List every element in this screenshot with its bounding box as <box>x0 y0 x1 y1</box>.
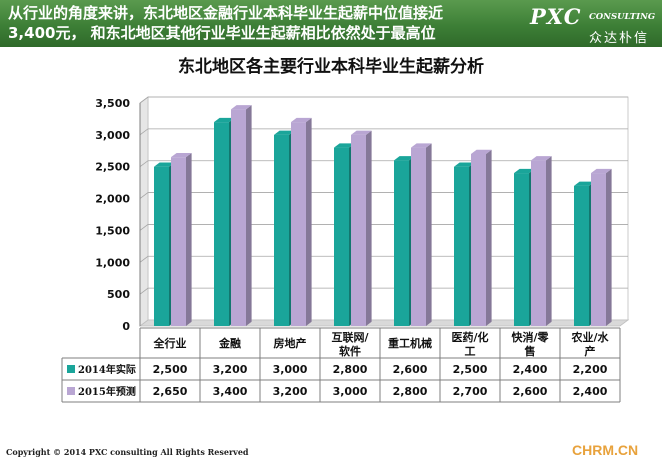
headline-line-2: 3,400元， 和东北地区其他行业毕业生起薪相比依然处于最高位 <box>8 24 436 42</box>
category-label: 售 <box>524 344 536 358</box>
plot-side-wall <box>139 96 149 327</box>
legend-label: 2015年预测 <box>78 385 136 398</box>
data-label: 2,600 <box>513 385 548 398</box>
bar <box>454 166 469 326</box>
bar-top <box>334 143 355 148</box>
bar-top <box>214 117 235 123</box>
bar-side <box>186 152 192 326</box>
y-tick-label: 2,000 <box>95 193 130 206</box>
bar <box>351 134 366 326</box>
logo-chinese: 众达朴信 <box>589 31 650 46</box>
bar-top <box>171 152 192 158</box>
gridline <box>139 128 628 136</box>
bar <box>411 147 426 326</box>
bar-top <box>274 130 295 135</box>
data-label: 3,000 <box>273 363 308 376</box>
legend-swatch <box>67 387 75 395</box>
category-label: 工 <box>465 345 476 358</box>
category-label: 软件 <box>339 344 361 358</box>
bar-top <box>291 117 312 123</box>
y-tick-label: 1,500 <box>95 224 130 237</box>
logo-consulting: CONSULTING <box>589 12 656 22</box>
legend-label: 2014年实际 <box>78 363 136 376</box>
bar-top <box>351 130 372 135</box>
bar-top <box>231 105 252 110</box>
bar-side <box>606 168 612 326</box>
legend-swatch <box>67 365 75 373</box>
headline-line-1: 从行业的角度来讲，东北地区金融行业本科毕业生起薪中位值接近 <box>8 4 444 22</box>
y-tick-label: 2,500 <box>95 161 130 174</box>
category-label: 农业/水 <box>570 330 609 344</box>
bar <box>334 147 349 326</box>
data-label: 2,700 <box>453 385 488 398</box>
y-tick-label: 3,000 <box>95 129 130 142</box>
data-label: 2,600 <box>393 363 428 376</box>
data-label: 3,000 <box>333 385 368 398</box>
data-label: 2,200 <box>573 363 608 376</box>
bar-side <box>426 143 432 326</box>
copyright: Copyright © 2014 PXC consulting All Righ… <box>6 447 249 457</box>
bar-side <box>546 156 552 326</box>
bar <box>394 160 409 326</box>
chart-title: 东北地区各主要行业本科毕业生起薪分析 <box>178 57 484 77</box>
y-tick-label: 3,500 <box>95 97 130 110</box>
category-label: 全行业 <box>153 336 187 350</box>
bar <box>531 160 546 326</box>
gridline <box>139 96 628 104</box>
data-label: 3,200 <box>273 385 308 398</box>
bar-top <box>154 162 175 167</box>
bar-top <box>471 149 492 154</box>
data-label: 3,200 <box>213 363 248 376</box>
bar-top <box>411 143 432 148</box>
bar-top <box>454 162 475 167</box>
bar-top <box>514 168 535 174</box>
y-tick-label: 0 <box>122 320 130 333</box>
data-label: 2,400 <box>573 385 608 398</box>
data-label: 3,400 <box>213 385 248 398</box>
bar-side <box>486 149 492 326</box>
category-label: 金融 <box>218 336 241 350</box>
data-label: 2,500 <box>153 363 188 376</box>
data-label: 2,500 <box>453 363 488 376</box>
bar <box>231 109 246 326</box>
y-tick-label: 500 <box>107 288 130 301</box>
data-label: 2,800 <box>333 363 368 376</box>
bar <box>214 122 229 326</box>
bar-top <box>394 156 415 161</box>
bar <box>171 157 186 326</box>
bar <box>574 185 589 326</box>
site-watermark: CHRM.CN <box>572 442 639 458</box>
data-label: 2,800 <box>393 385 428 398</box>
category-label: 产 <box>585 344 596 358</box>
logo-pxc: PXC <box>530 4 582 29</box>
bar <box>591 173 606 326</box>
category-label: 互联网/ <box>331 330 369 344</box>
gridline <box>139 160 628 168</box>
bar-side <box>306 117 312 327</box>
bar <box>471 153 486 326</box>
bar-top <box>531 156 552 161</box>
bar-top <box>591 168 612 174</box>
header-banner <box>0 0 662 47</box>
bar-side <box>366 130 372 326</box>
bar <box>291 122 306 326</box>
data-label: 2,650 <box>153 385 188 398</box>
y-tick-label: 1,000 <box>95 256 130 269</box>
category-label: 快消/零 <box>510 330 549 344</box>
category-label: 医药/化 <box>451 330 488 344</box>
bar-side <box>246 105 252 327</box>
category-label: 房地产 <box>274 336 307 350</box>
bar <box>274 134 289 326</box>
bar <box>514 173 529 326</box>
headline: 从行业的角度来讲，东北地区金融行业本科毕业生起薪中位值接近 3,400元， 和东… <box>8 3 528 43</box>
plot-floor <box>138 319 630 327</box>
category-label: 重工机械 <box>388 336 432 350</box>
bar-top <box>574 181 595 186</box>
bar <box>154 166 169 326</box>
data-label: 2,400 <box>513 363 548 376</box>
